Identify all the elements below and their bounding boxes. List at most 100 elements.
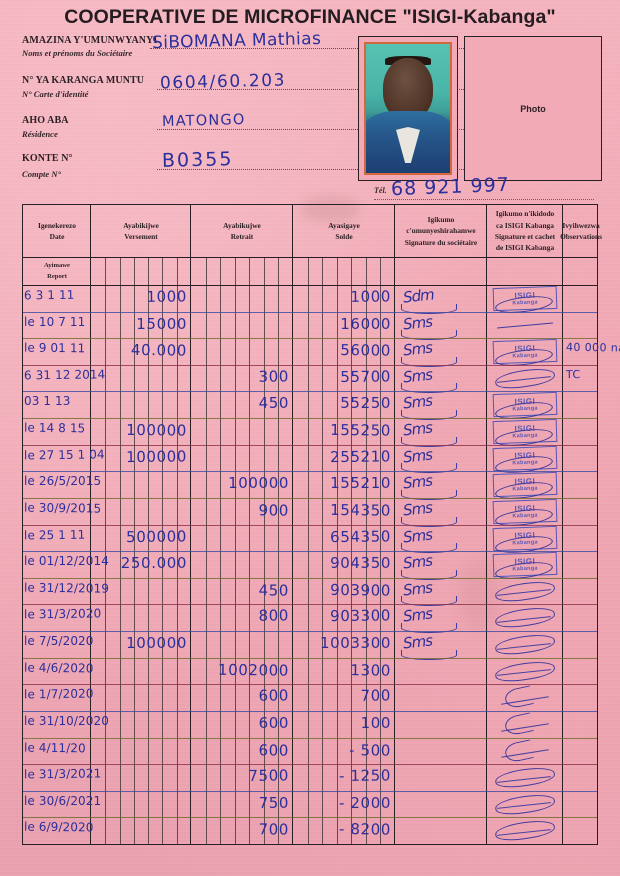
ledger-subdivider [220, 257, 222, 844]
photo-placeholder-label: Photo [520, 103, 546, 114]
ledger-column-date [23, 205, 91, 844]
ledger-header-solde: Ayasigaye Solde [293, 205, 395, 257]
ledger-signature-flourish-11 [401, 596, 457, 607]
ledger-column-signature-cachet [487, 205, 563, 844]
ledger-subdivider [322, 257, 324, 844]
field-label-id: N° YA KARANGA MUNTU [22, 75, 145, 86]
field-label-residence: AHO ABA [22, 115, 69, 126]
ledger-header-line: de ISIGI Kabanga [495, 243, 555, 253]
ledger-header-line: Versement [124, 232, 158, 241]
ledger-subdivider [307, 257, 309, 844]
ledger-subdivider [278, 257, 280, 844]
member-photo [364, 42, 452, 175]
ledger-row-rule [23, 551, 597, 553]
field-rule-id [157, 89, 542, 90]
tel-value[interactable]: 68 921 997 [390, 173, 511, 201]
tel-rule [374, 199, 594, 200]
ledger-header-line: c'umunyeshirahamwe [406, 226, 476, 236]
ledger-header-observations: Ivyihwezwa Observations [560, 205, 602, 257]
ledger-row-rule [23, 817, 597, 819]
ledger-column-versement [91, 205, 191, 844]
field-row-name: AMAZINA Y'UMUNWYANYI Noms et prénoms du … [22, 29, 542, 73]
field-sublabel-id: N° Carte d'identité [22, 89, 89, 99]
ledger-header-line: Retrait [230, 232, 254, 241]
ledger-row-rule [23, 418, 597, 420]
ledger-signature-flourish-4 [401, 410, 457, 421]
ledger-subdivider [119, 257, 121, 844]
member-details: AMAZINA Y'UMUNWYANYI Noms et prénoms du … [22, 29, 542, 180]
member-photo-box [358, 36, 458, 181]
ledger-signature-flourish-10 [401, 569, 457, 580]
ledger-row-rule [23, 604, 597, 606]
ledger-header-signature-cachet: Igikumo n'ikidodo ca ISIGI Kabanga Signatu… [487, 205, 563, 257]
ledger-header-line: Observations [560, 232, 602, 241]
field-row-account: KONTE N° Compte N° B0355 [22, 148, 542, 187]
ledger-subdivider [148, 257, 150, 844]
field-rule-account [157, 169, 542, 170]
ledger-row-rule [23, 311, 597, 313]
ledger-row-rule [23, 710, 597, 712]
ledger-column-solde [293, 205, 395, 844]
ledger-header-line: Date [49, 232, 65, 241]
ledger-subdivider [249, 257, 251, 844]
ledger-signature-flourish-7 [401, 489, 457, 500]
ledger-subdivider [105, 257, 107, 844]
ledger-subdivider [234, 257, 236, 844]
ledger-row-rule [23, 391, 597, 393]
ledger-subdivider [176, 257, 178, 844]
field-rule-residence [157, 129, 542, 130]
field-value-residence[interactable]: MATONGO [161, 111, 246, 131]
photo-placeholder-box: Photo [464, 36, 602, 181]
field-rule-name [150, 48, 542, 49]
ledger-signature-flourish-5 [401, 436, 457, 447]
ledger-subdivider [351, 257, 353, 844]
ledger-header-line: Igikumo n'ikidodo [495, 209, 555, 219]
field-label-name: AMAZINA Y'UMUNWYANYI [22, 35, 158, 46]
field-sublabel-residence: Résidence [22, 129, 58, 139]
ledger-header-line: Ivyihwezwa [562, 220, 600, 230]
ledger-header-line: Igikumo [427, 214, 455, 224]
ledger-header-retrait: Ayabikujwe Retrait [191, 205, 293, 257]
ledger-subdivider [365, 257, 367, 844]
ledger-subdivider [336, 257, 338, 844]
ledger-signature-flourish-6 [401, 463, 457, 474]
ledger-subdivider [133, 257, 135, 844]
ledger-row-rule [23, 577, 597, 579]
ledger-column-signature-societaire [395, 205, 487, 844]
field-sublabel-account: Compte N° [22, 169, 62, 179]
ledger-signature-flourish-8 [401, 516, 457, 527]
field-row-id: N° YA KARANGA MUNTU N° Carte d'identité … [22, 70, 542, 113]
field-value-account[interactable]: B0355 [161, 148, 234, 172]
ledger-row-rule [23, 444, 597, 446]
ledger-report-line: Ayimawe [44, 261, 70, 269]
ledger-header-line: Ayabikujwe [223, 220, 261, 230]
ledger-row-rule [23, 657, 597, 659]
ledger-row-rule [23, 471, 597, 473]
field-value-name[interactable]: SiBOMANA Mathias [151, 28, 322, 54]
ledger-signature-flourish-3 [401, 383, 457, 394]
ledger-row-rule [23, 524, 597, 526]
ledger-header-line: Igenekerezo [37, 220, 77, 230]
ledger-header-date: Igenekerezo Date [23, 205, 91, 257]
ledger-header-line: ca ISIGI Kabanga [496, 220, 554, 230]
tel-label: Tél. [374, 186, 387, 195]
ledger-header-line: Solde [335, 232, 353, 241]
field-label-account: KONTE N° [22, 153, 73, 164]
ledger-row-rule [23, 764, 597, 766]
ledger-subdivider [380, 257, 382, 844]
ledger-header-line: Ayabikijwe [123, 220, 159, 230]
ledger-subdivider [205, 257, 207, 844]
ledger-row-rule [23, 631, 597, 633]
ledger-signature-flourish-2 [401, 356, 457, 367]
page-title: COOPERATIVE DE MICROFINANCE "ISIGI-Kaban… [64, 6, 556, 28]
field-value-id[interactable]: 0604/60.203 [159, 70, 287, 94]
ledger-subdivider [263, 257, 265, 844]
ledger-row-rule [23, 684, 597, 686]
ledger-header-row: Igenekerezo Date Ayabikijwe Versement Ayabik… [23, 205, 602, 258]
photo-face [383, 58, 433, 120]
ledger-header-line: Signature et cachet [494, 232, 556, 241]
ledger-row-rule [23, 338, 597, 340]
field-row-residence: AHO ABA Résidence MATONGO [22, 111, 542, 151]
field-sublabel-name: Noms et prénoms du Sociétaire [22, 48, 133, 58]
